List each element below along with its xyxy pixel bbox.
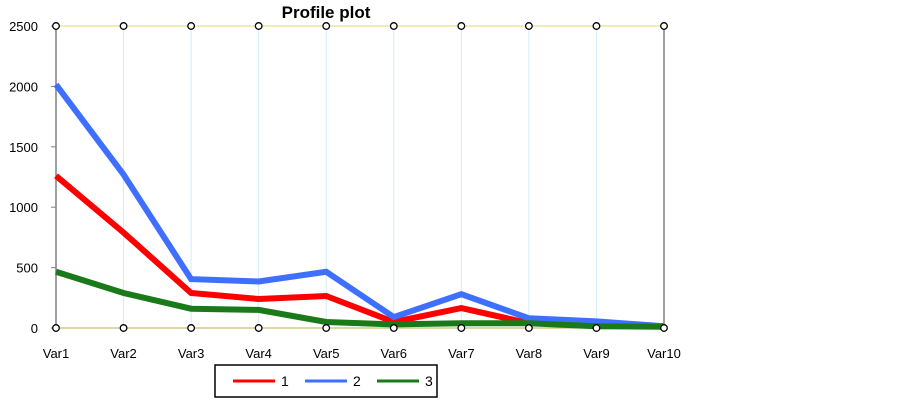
y-tick-label: 1000 [9,200,38,215]
border-marker [524,324,533,332]
x-tick-label: Var3 [178,346,205,361]
border-marker [187,324,196,332]
border-marker [322,22,331,30]
x-tick-label: Var1 [43,346,70,361]
x-tick-label: Var5 [313,346,340,361]
border-marker [524,22,533,30]
legend-label-1: 1 [281,373,289,389]
chart-title: Profile plot [282,3,371,22]
x-tick-label: Var2 [110,346,137,361]
border-marker [254,22,263,30]
legend-label-2: 2 [353,373,361,389]
border-marker [389,324,398,332]
y-tick-label: 500 [16,261,38,276]
border-marker [187,22,196,30]
y-tick-label: 2500 [9,19,38,34]
y-tick-label: 2000 [9,79,38,94]
border-marker [457,22,466,30]
border-marker [119,324,128,332]
x-tick-label: Var7 [448,346,475,361]
y-tick-label: 0 [31,321,38,336]
series-line-2 [53,82,665,330]
border-marker [660,22,668,30]
border-marker [592,324,601,332]
border-marker [254,324,263,332]
y-tick-label: 1500 [9,140,38,155]
border-marker [660,324,668,332]
border-marker [389,22,398,30]
legend-label-3: 3 [425,373,433,389]
series-line-1 [54,173,665,330]
border-marker [592,22,601,30]
x-tick-label: Var10 [647,346,681,361]
border-marker [457,324,466,332]
border-marker [119,22,128,30]
x-tick-label: Var6 [381,346,408,361]
border-marker [52,324,60,332]
border-marker [322,324,331,332]
border-marker [52,22,60,30]
x-tick-label: Var4 [245,346,272,361]
x-tick-label: Var8 [516,346,543,361]
x-tick-label: Var9 [583,346,610,361]
series-line-3 [55,268,665,330]
